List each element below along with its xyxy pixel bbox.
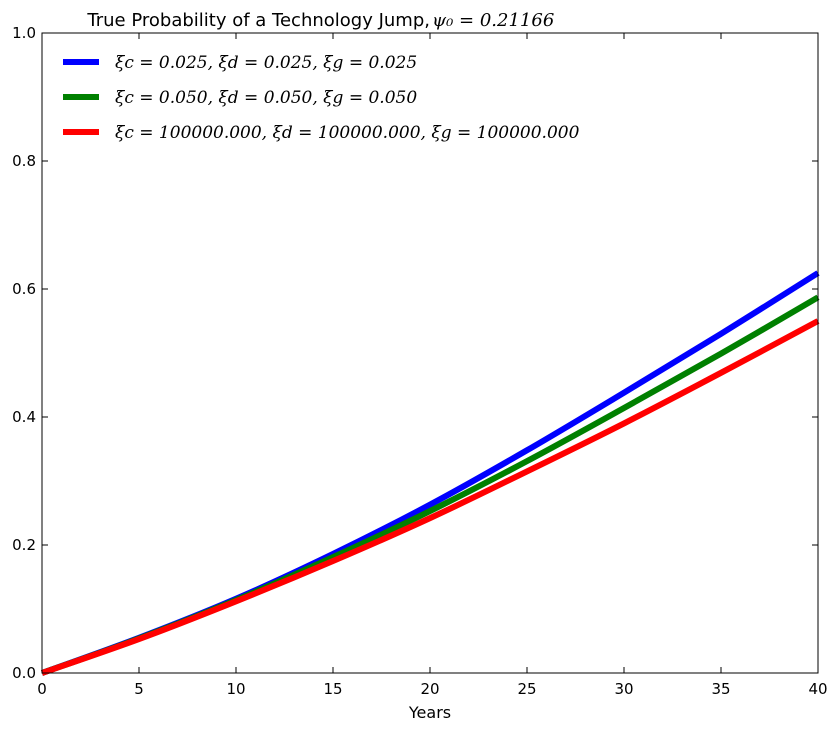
y-tick-label: 0.0 <box>12 664 36 682</box>
x-tick-label: 5 <box>134 680 144 698</box>
y-axis: 0.0 0.2 0.4 0.6 0.8 1.0 <box>12 24 818 682</box>
series-line-2 <box>40 294 820 676</box>
series-line-1 <box>40 270 820 676</box>
x-tick-label: 20 <box>420 680 439 698</box>
x-tick-label: 25 <box>517 680 536 698</box>
series-line-3 <box>41 318 820 676</box>
y-tick-label: 0.6 <box>12 280 36 298</box>
chart-title-math: ψ₀ = 0.21166 <box>432 10 554 31</box>
x-tick-label: 35 <box>711 680 730 698</box>
x-tick-label: 40 <box>808 680 827 698</box>
chart-title: True Probability of a Technology Jump, <box>86 10 430 31</box>
y-tick-label: 0.2 <box>12 536 36 554</box>
y-tick-label: 0.8 <box>12 152 36 170</box>
y-tick-label: 1.0 <box>12 24 36 42</box>
x-axis: 0 5 10 15 20 25 30 35 40 <box>37 33 828 698</box>
legend: ξc = 0.025, ξd = 0.025, ξg = 0.025 ξc = 0… <box>63 53 580 143</box>
x-tick-label: 15 <box>323 680 342 698</box>
legend-label-2: ξc = 0.050, ξd = 0.050, ξg = 0.050 <box>115 88 417 108</box>
plot-lines <box>40 270 820 676</box>
x-tick-label: 10 <box>226 680 245 698</box>
legend-label-1: ξc = 0.025, ξd = 0.025, ξg = 0.025 <box>115 53 417 73</box>
y-tick-label: 0.4 <box>12 408 36 426</box>
x-tick-label: 0 <box>37 680 47 698</box>
x-axis-label: Years <box>408 703 451 722</box>
x-tick-label: 30 <box>614 680 633 698</box>
legend-label-3: ξc = 100000.000, ξd = 100000.000, ξg = 1… <box>115 123 580 143</box>
